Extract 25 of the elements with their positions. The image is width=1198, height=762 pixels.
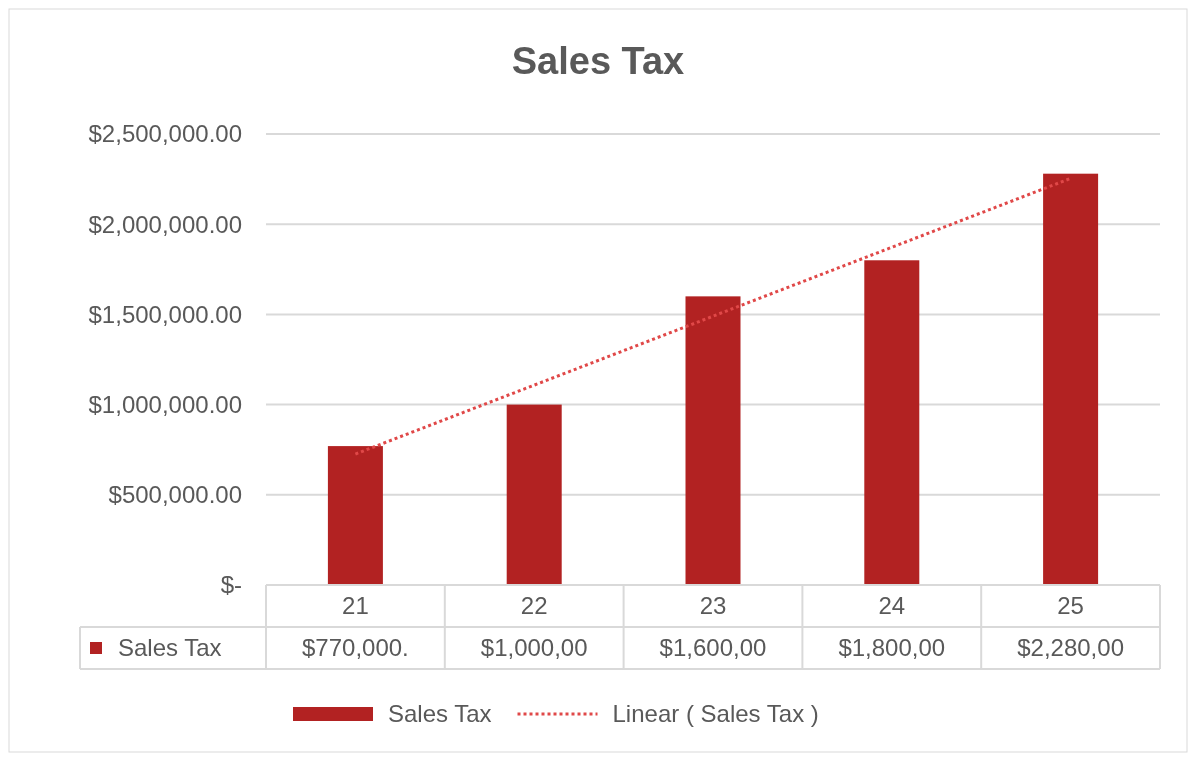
bar [685,296,741,585]
data-label: $2,280,00 [1017,634,1124,662]
legend-label: Linear ( Sales Tax ) [612,700,819,728]
y-tick-label: $- [220,571,242,599]
x-tick-label: 22 [520,592,548,620]
data-label: $770,000. [302,634,409,662]
x-tick-label: 21 [342,592,369,620]
text: Sales Tax [118,634,222,662]
data-label: $1,600,00 [659,634,767,662]
x-tick-label: 23 [699,592,727,620]
legend-label: Sales Tax [388,700,492,728]
bar [506,404,562,585]
y-tick-label: $1,500,000.00 [88,300,242,328]
y-tick-label: $2,500,000.00 [88,120,242,148]
y-tick-label: $2,000,000.00 [88,210,242,238]
x-tick-label: 25 [1057,592,1084,620]
data-label: $1,800,00 [838,634,946,662]
x-tick-label: 24 [878,592,906,620]
chart-title: Sales Tax [511,40,685,82]
data-label: $1,000,00 [480,634,588,662]
bar [1043,173,1099,585]
y-tick-label: $1,000,000.00 [88,391,242,418]
bar [864,260,920,585]
y-tick-label: $500,000.00 [108,481,242,509]
bar [327,446,383,585]
